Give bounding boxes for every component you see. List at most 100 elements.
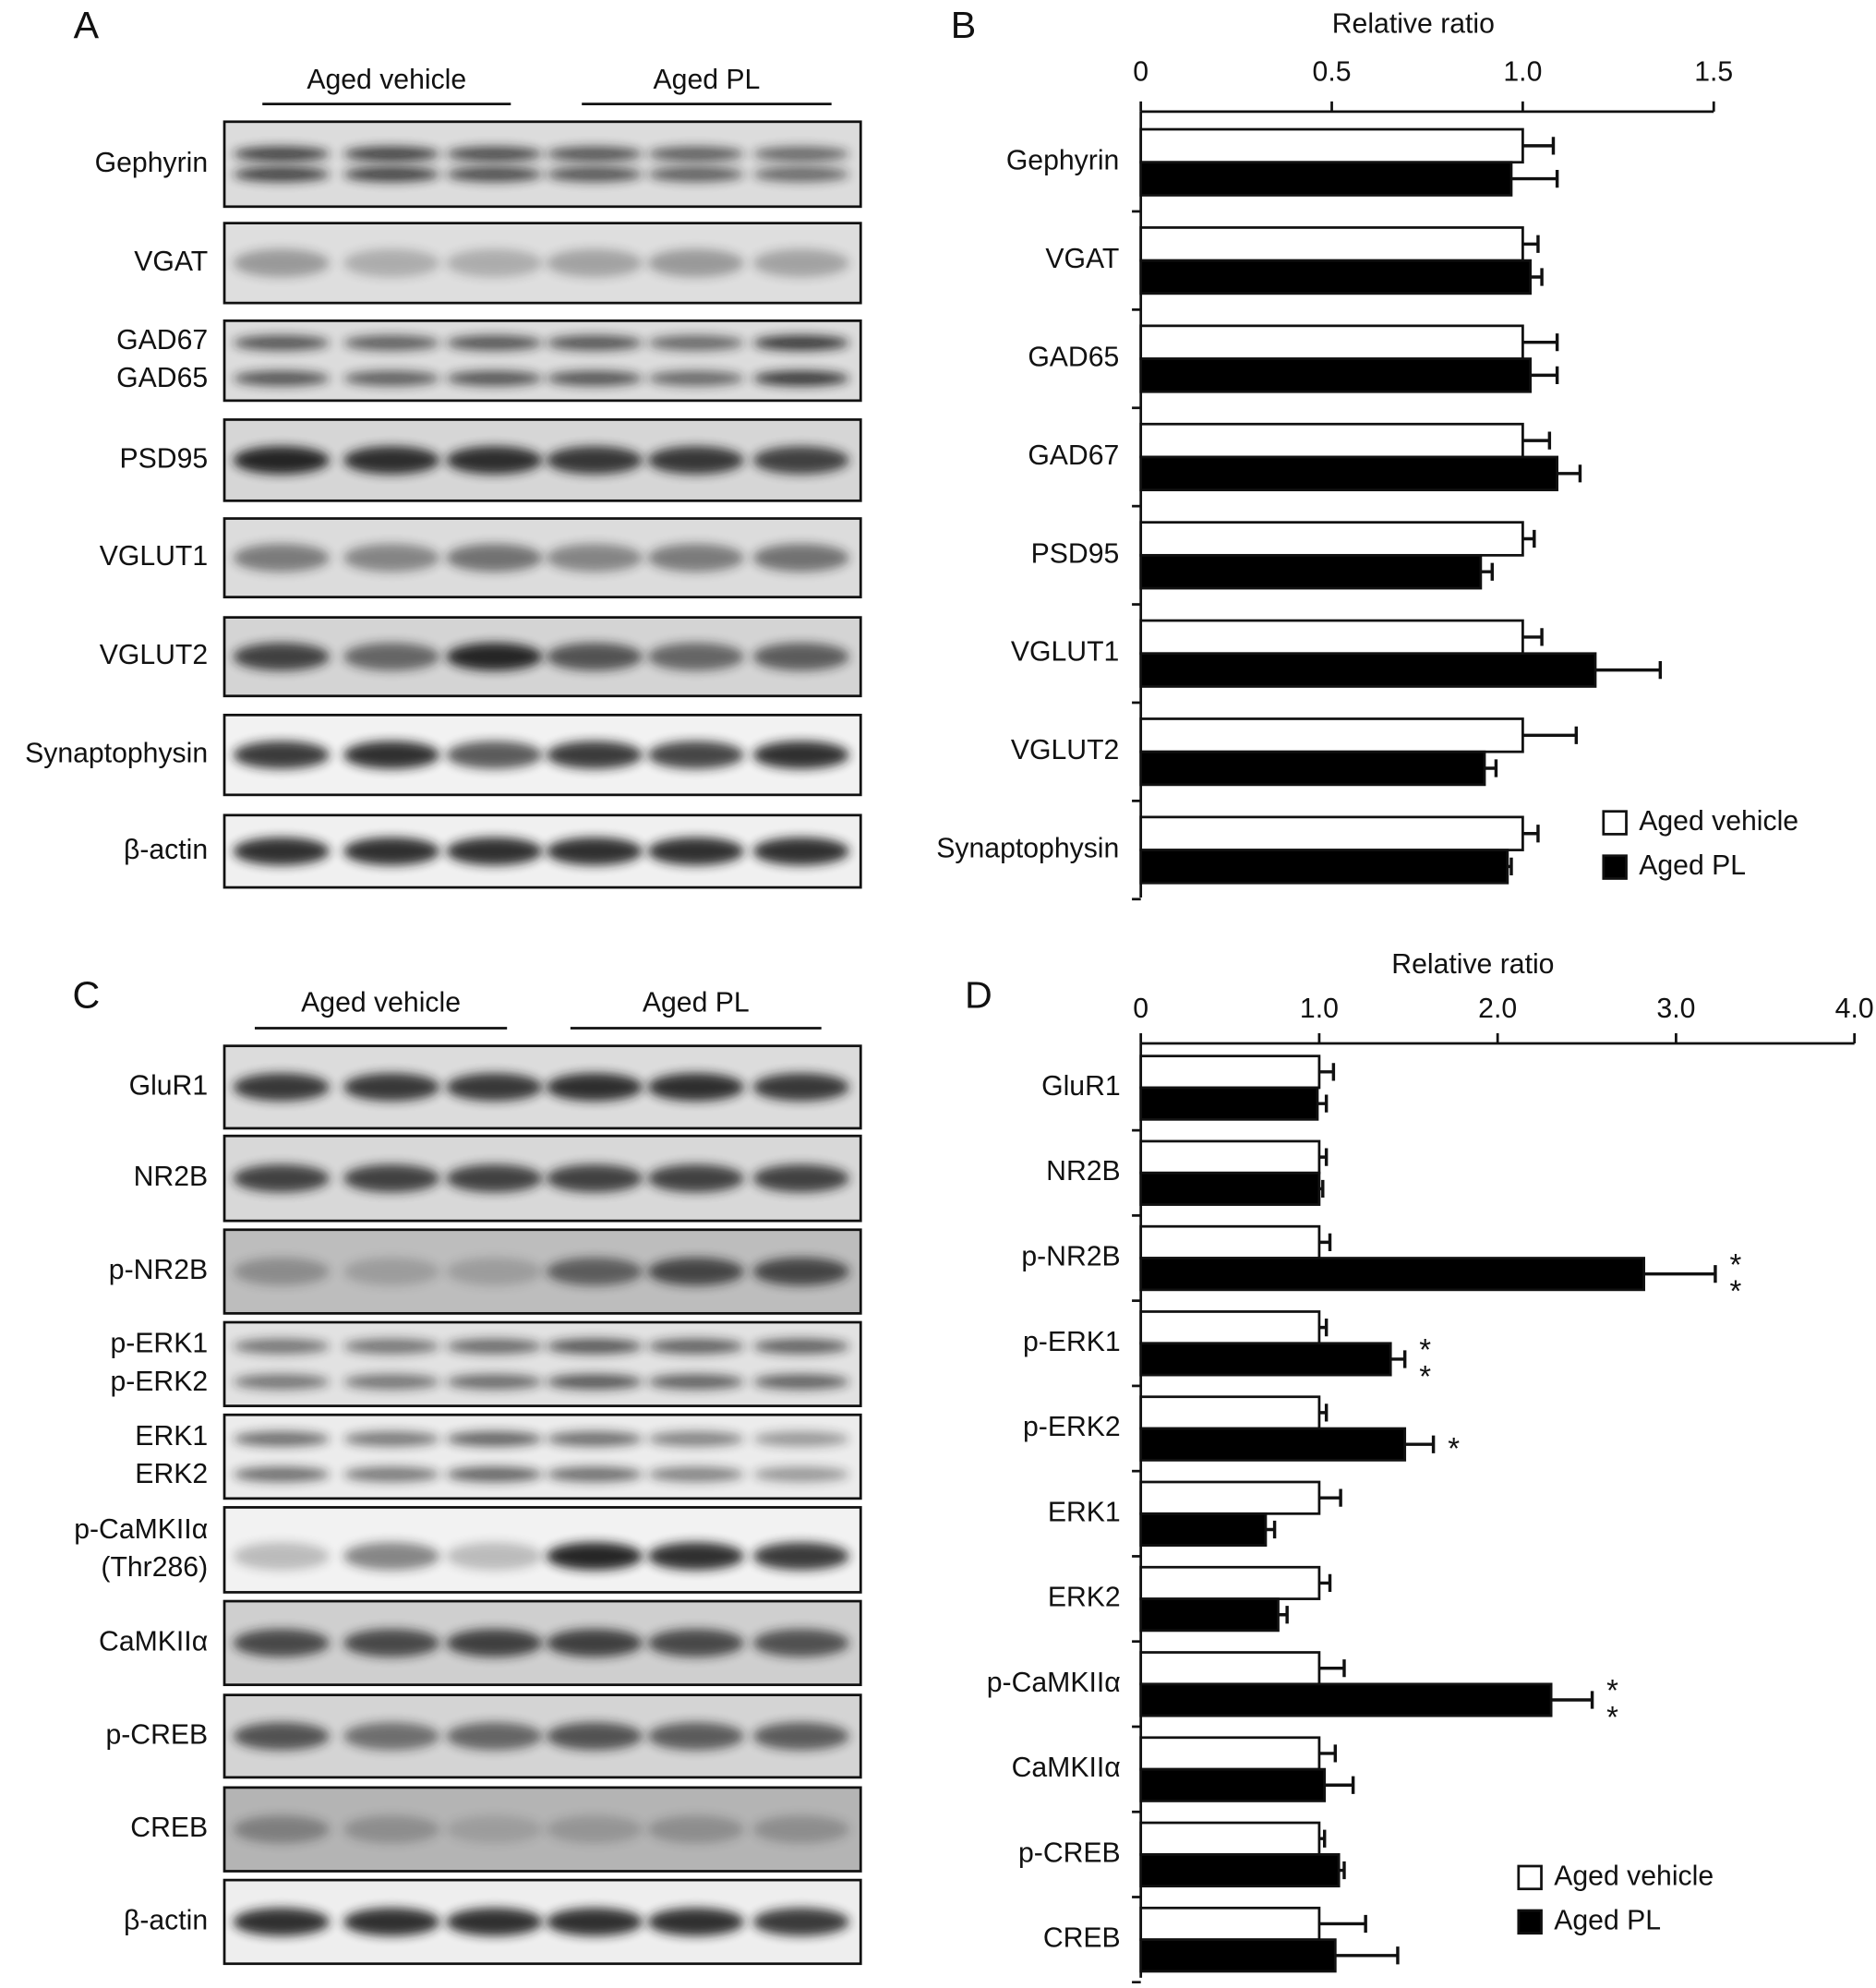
bar: [1139, 161, 1513, 197]
x-tick-label: 2.0: [1478, 994, 1517, 1024]
blot-band: [647, 1542, 744, 1571]
error-bar: [1318, 1829, 1327, 1848]
blot-box: [222, 1413, 862, 1500]
blot-band: [446, 166, 543, 183]
blot-band: [343, 248, 440, 277]
error-bar: [1265, 1520, 1277, 1539]
bar: [1139, 553, 1483, 590]
blot-band: [446, 1815, 543, 1844]
bar: [1139, 1171, 1321, 1206]
blot-band: [446, 248, 543, 277]
category-label: GluR1: [1041, 1071, 1121, 1102]
bar: [1139, 226, 1524, 262]
blot-band: [343, 146, 440, 163]
blot-band: [752, 446, 849, 475]
x-tick-label: 1.5: [1694, 57, 1733, 88]
bar: [1139, 1224, 1321, 1259]
blot-band: [546, 1908, 643, 1936]
blot-band: [546, 335, 643, 351]
blot-band: [647, 1164, 744, 1193]
blot-band: [343, 1338, 440, 1355]
row-label: GAD67: [116, 325, 208, 355]
bar: [1139, 1054, 1321, 1090]
bar: [1139, 422, 1524, 459]
blot-band: [752, 643, 849, 671]
category-label: Synaptophysin: [936, 834, 1119, 864]
blot-band: [343, 370, 440, 387]
legend-swatch: [1602, 854, 1628, 880]
bar: [1139, 815, 1524, 851]
bar: [1139, 1512, 1268, 1548]
error-bar: [1522, 628, 1544, 646]
blot-band: [233, 146, 330, 163]
blot-band: [546, 166, 643, 183]
bar: [1139, 259, 1533, 295]
blot-band: [546, 837, 643, 866]
group-label: Aged PL: [654, 65, 761, 95]
error-bar: [1557, 464, 1582, 483]
blot-band: [233, 1374, 330, 1390]
legend-swatch: [1517, 1909, 1543, 1935]
blot-box: [222, 1320, 862, 1407]
blot-band: [546, 1722, 643, 1751]
x-tick-label: 1.0: [1300, 994, 1339, 1024]
row-label: (Thr286): [101, 1552, 208, 1583]
blot-band: [343, 1815, 440, 1844]
bar: [1139, 1086, 1319, 1121]
blot-band: [647, 166, 744, 183]
row-label: p-NR2B: [109, 1255, 208, 1285]
blot-band: [752, 1908, 849, 1936]
blot-band: [233, 1431, 330, 1447]
row-label: p-ERK2: [110, 1367, 208, 1397]
blot-band: [446, 837, 543, 866]
blot-band: [343, 1908, 440, 1936]
error-bar: [1318, 1233, 1332, 1251]
bar: [1139, 357, 1533, 393]
group-label: Aged PL: [643, 987, 750, 1018]
bar: [1139, 1139, 1321, 1175]
category-label: VGLUT1: [1011, 637, 1119, 668]
legend-label: Aged vehicle: [1554, 1861, 1714, 1891]
row-label: VGLUT2: [100, 640, 208, 670]
blot-band: [752, 1466, 849, 1482]
blot-band: [752, 1815, 849, 1844]
blot-band: [343, 544, 440, 572]
error-bar: [1522, 235, 1540, 253]
blot-band: [546, 1257, 643, 1286]
row-label: Gephyrin: [95, 148, 209, 178]
error-bar: [1318, 1488, 1342, 1507]
panel-letter: D: [965, 973, 992, 1016]
bar: [1139, 127, 1524, 164]
x-tick-label: 0: [1133, 57, 1148, 88]
error-bar: [1510, 169, 1559, 188]
blot-band: [446, 1908, 543, 1936]
bar: [1139, 324, 1524, 360]
blot-band: [446, 1073, 543, 1102]
row-label: p-ERK1: [110, 1329, 208, 1359]
blot-band: [546, 643, 643, 671]
blot-band: [647, 1338, 744, 1355]
category-label: p-ERK2: [1023, 1412, 1121, 1442]
bar: [1139, 1682, 1553, 1717]
blot-band: [233, 544, 330, 572]
legend-label: Aged PL: [1554, 1905, 1661, 1935]
blot-band: [647, 837, 744, 866]
blot-band: [233, 1908, 330, 1936]
blot-band: [647, 1073, 744, 1102]
blot-band: [752, 837, 849, 866]
blot-band: [446, 741, 543, 769]
category-label: GAD65: [1028, 343, 1119, 373]
error-bar: [1318, 1659, 1346, 1678]
blot-band: [546, 1466, 643, 1482]
x-tick-label: 3.0: [1656, 994, 1695, 1024]
blot-band: [647, 1908, 744, 1936]
bar: [1139, 455, 1559, 492]
blot-band: [233, 1466, 330, 1482]
blot-band: [343, 1257, 440, 1286]
x-tick-label: 0: [1133, 994, 1148, 1024]
blot-band: [343, 1466, 440, 1482]
error-bar: [1522, 825, 1540, 843]
bar: [1139, 1852, 1341, 1888]
error-bar: [1522, 529, 1536, 548]
blot-band: [446, 1431, 543, 1447]
